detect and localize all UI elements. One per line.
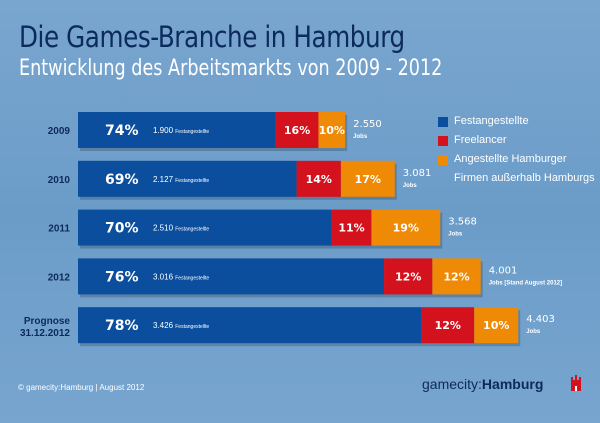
bar-segment-festangestellte [78,307,422,344]
bar-segment-freelancer [384,258,433,295]
bar-segment-angestellte [340,160,395,197]
legend-item-angestellte-line2: Firmen außerhalb Hamburgs [438,169,595,188]
legend-label: Firmen außerhalb Hamburgs [454,172,595,184]
bar-segment-freelancer [275,112,319,148]
total-jobs-label: 2.550 [353,119,382,130]
legend: Festangestellte Freelancer Angestellte H… [438,112,595,188]
festangestellte-count: 2.510 Festangestellte [153,224,209,233]
category-label: 2010 [48,175,71,186]
total-jobs-suffix: Jobs [448,232,463,238]
gamecity-logo: gamecity:Hamburg [422,376,543,392]
bar-segment-festangestellte [78,209,332,246]
data-label: 70% [105,221,139,237]
data-label: 12% [435,319,461,332]
total-jobs-label: 4.001 [489,265,518,276]
bar-segment-festangestellte [78,258,385,295]
bar-segment-angestellte [474,307,519,344]
bar-segment-freelancer [331,209,372,246]
legend-swatch [438,116,448,127]
bar-segment-freelancer [296,160,341,197]
festangestellte-count: 2.127 Festangestellte [153,175,209,184]
hamburg-crest-icon [571,375,581,391]
total-jobs-label: 3.081 [403,168,432,179]
page-subtitle: Entwicklung des Arbeitsmarkts von 2009 -… [19,56,443,81]
data-label: 11% [338,222,364,235]
page-title: Die Games-Branche in Hamburg [19,20,405,54]
bar-segment-angestellte [318,112,346,148]
category-label: 2011 [48,224,70,235]
data-label: 12% [443,270,469,283]
total-jobs-suffix: Jobs [Stand August 2012] [489,280,562,286]
category-label: 31.12.2012 [20,328,70,339]
legend-item-festangestellte: Festangestellte [438,112,595,131]
logo-name: Hamburg [481,376,544,392]
category-label: 2012 [48,272,71,283]
data-label: 17% [355,173,381,186]
total-jobs-suffix: Jobs [353,134,368,140]
bar-segment-festangestellte [78,160,297,197]
bar-segment-angestellte [432,258,481,295]
data-label: 14% [306,173,332,186]
festangestellte-count: 1.900 Festangestellte [153,126,209,135]
data-label: 10% [483,319,509,332]
data-label: 19% [393,222,419,235]
data-label: 76% [105,269,139,285]
bar-segment-festangestellte [78,112,276,148]
data-label: 12% [395,270,421,283]
total-jobs-label: 3.568 [448,217,477,228]
data-label: 16% [284,124,310,137]
data-label: 10% [319,124,345,137]
festangestellte-count: 3.016 Festangestellte [153,272,209,281]
festangestellte-count: 3.426 Festangestellte [153,321,209,330]
data-label: 74% [105,123,139,139]
copyright-footer: © gamecity:Hamburg | August 2012 [18,383,145,392]
legend-item-freelancer: Freelancer [438,131,595,150]
category-label: Prognose [24,316,71,327]
legend-item-angestellte: Angestellte Hamburger [438,150,595,169]
bar-segment-freelancer [421,307,475,344]
data-label: 78% [105,318,139,334]
legend-swatch [438,154,448,165]
legend-label: Festangestellte [454,115,529,127]
legend-label: Angestellte Hamburger [454,153,567,165]
legend-swatch [438,135,448,146]
total-jobs-suffix: Jobs [526,329,541,335]
total-jobs-suffix: Jobs [403,183,418,189]
data-label: 69% [105,172,139,188]
legend-label: Freelancer [454,134,507,146]
logo-prefix: gamecity: [422,376,482,392]
bar-segment-angestellte [371,209,441,246]
category-label: 2009 [48,126,71,137]
total-jobs-label: 4.403 [526,314,555,325]
